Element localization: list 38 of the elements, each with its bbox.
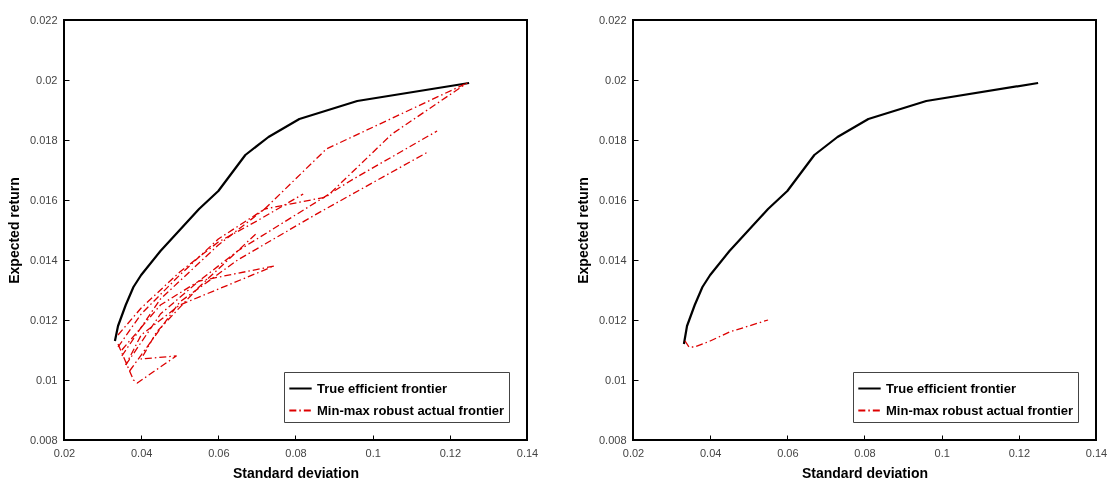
x-tick-label: 0.08 (854, 446, 876, 459)
y-axis-title: Expected return (5, 177, 22, 284)
x-axis-title: Standard deviation (801, 464, 929, 481)
y-tick-label: 0.016 (598, 193, 627, 206)
x-tick-label: 0.14 (1085, 446, 1108, 459)
x-tick-label: 0.04 (699, 446, 722, 459)
y-tick-label: 0.01 (36, 373, 58, 386)
y-tick-label: 0.02 (36, 73, 58, 86)
x-tick-label: 0.14 (516, 446, 539, 459)
y-tick-label: 0.008 (598, 433, 627, 446)
y-tick-label: 0.014 (598, 253, 627, 266)
x-tick-label: 0.08 (285, 446, 307, 459)
x-tick-label: 0.1 (365, 446, 381, 459)
y-tick-label: 0.014 (29, 253, 58, 266)
x-tick-label: 0.06 (777, 446, 799, 459)
legend-label: True efficient frontier (317, 380, 448, 396)
legend-label: True efficient frontier (886, 380, 1017, 396)
x-axis-title: Standard deviation (232, 464, 360, 481)
y-tick-label: 0.012 (598, 313, 627, 326)
legend-label: Min-max robust actual frontier (886, 402, 1074, 418)
y-tick-label: 0.018 (598, 133, 627, 146)
y-tick-label: 0.01 (605, 373, 627, 386)
x-tick-label: 0.02 (53, 446, 76, 459)
x-tick-label: 0.12 (1008, 446, 1031, 459)
x-tick-label: 0.12 (439, 446, 462, 459)
x-tick-label: 0.06 (208, 446, 230, 459)
y-tick-label: 0.012 (29, 313, 58, 326)
y-axis-title: Expected return (574, 177, 591, 284)
y-tick-label: 0.02 (605, 73, 627, 86)
y-tick-label: 0.018 (29, 133, 58, 146)
y-tick-label: 0.016 (29, 193, 58, 206)
y-tick-label: 0.022 (598, 13, 627, 26)
x-tick-label: 0.1 (934, 446, 950, 459)
y-tick-label: 0.022 (29, 13, 58, 26)
y-tick-label: 0.008 (29, 433, 58, 446)
x-tick-label: 0.02 (622, 446, 645, 459)
x-tick-label: 0.04 (130, 446, 153, 459)
legend-label: Min-max robust actual frontier (317, 402, 505, 418)
